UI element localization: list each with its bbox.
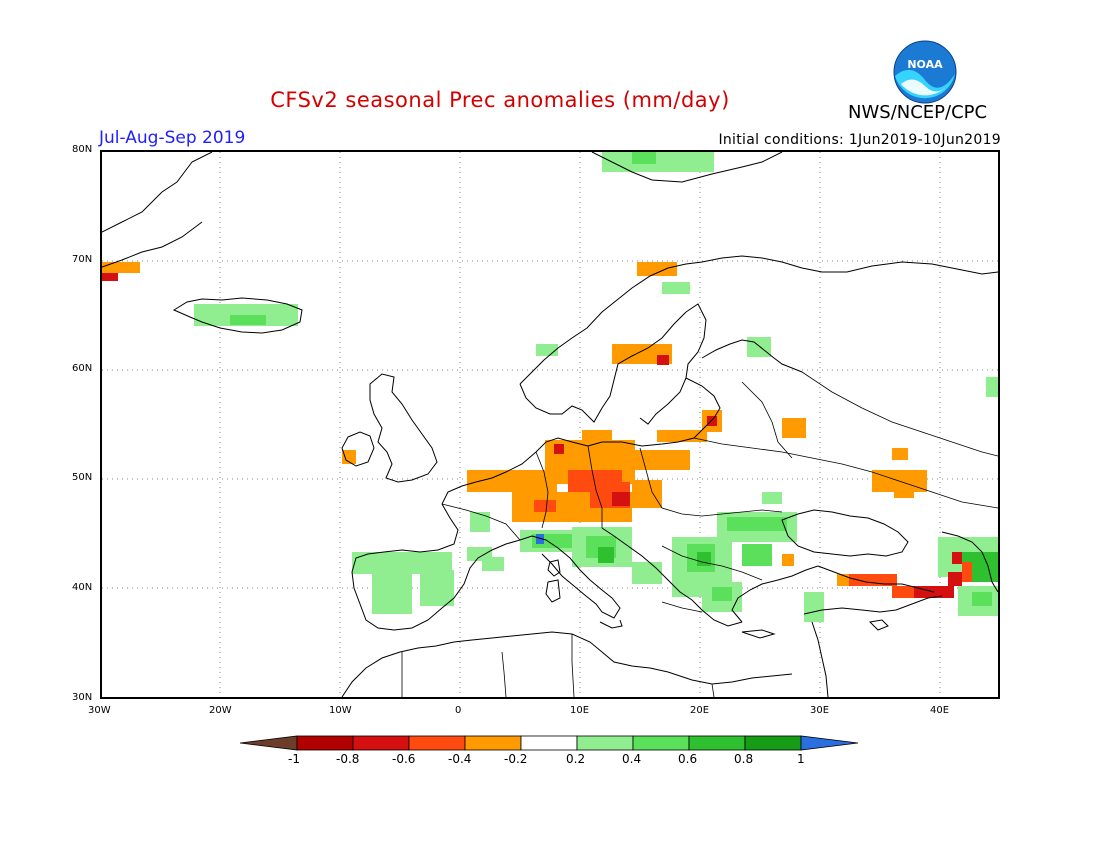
colorbar-cell — [520, 735, 578, 751]
colorbar-cell — [296, 735, 354, 751]
map-panel — [100, 150, 1000, 699]
chart-title-text: CFSv2 seasonal Prec anomalies (mm/day) — [270, 88, 730, 112]
lon-label: 20W — [209, 705, 232, 716]
lon-label: 20E — [690, 705, 710, 716]
lat-label: 40N — [72, 582, 93, 593]
svg-text:NOAA: NOAA — [907, 58, 943, 71]
colorbar-cell — [408, 735, 466, 751]
lon-label: 10E — [570, 705, 590, 716]
colorbar-cell — [352, 735, 410, 751]
lon-label: 10W — [329, 705, 352, 716]
lat-label: 50N — [72, 472, 93, 483]
graticule — [102, 152, 998, 697]
colorbar-tick: 1 — [797, 752, 805, 766]
colorbar-tick: -0.8 — [336, 752, 360, 766]
colorbar-cell — [576, 735, 634, 751]
anomaly-field — [102, 152, 998, 622]
colorbar-arrow-high — [800, 735, 859, 751]
colorbar-tick: 0.8 — [734, 752, 754, 766]
colorbar-tick: 0.2 — [566, 752, 586, 766]
noaa-logo-icon: NOAA — [893, 40, 957, 104]
lon-label: 0 — [455, 705, 462, 716]
lat-label: 70N — [72, 254, 93, 265]
colorbar-tick: -0.6 — [392, 752, 416, 766]
colorbar-tick: -0.4 — [448, 752, 472, 766]
lat-label: 60N — [72, 363, 93, 374]
colorbar-tick: 0.4 — [622, 752, 642, 766]
map-canvas — [102, 152, 998, 697]
colorbar-tick: 0.6 — [678, 752, 698, 766]
lon-label: 30W — [88, 705, 111, 716]
colorbar-tick: -1 — [288, 752, 300, 766]
colorbar-cell — [688, 735, 746, 751]
colorbar-arrow-low — [240, 735, 298, 751]
colorbar — [240, 735, 859, 751]
lat-label: 80N — [72, 144, 93, 155]
lon-label: 30E — [810, 705, 830, 716]
lon-label: 40E — [930, 705, 950, 716]
colorbar-cell — [464, 735, 522, 751]
chart-title: CFSv2 seasonal Prec anomalies (mm/day) — [0, 88, 1100, 112]
colorbar-tick: -0.2 — [504, 752, 528, 766]
lat-label: 30N — [72, 692, 93, 703]
coastlines — [102, 152, 998, 697]
colorbar-cell — [632, 735, 690, 751]
colorbar-cell — [744, 735, 802, 751]
agency-label: NWS/NCEP/CPC — [848, 102, 988, 123]
initial-conditions-label: Initial conditions: 1Jun2019-10Jun2019 — [718, 132, 1001, 148]
period-label: Jul-Aug-Sep 2019 — [99, 128, 246, 148]
